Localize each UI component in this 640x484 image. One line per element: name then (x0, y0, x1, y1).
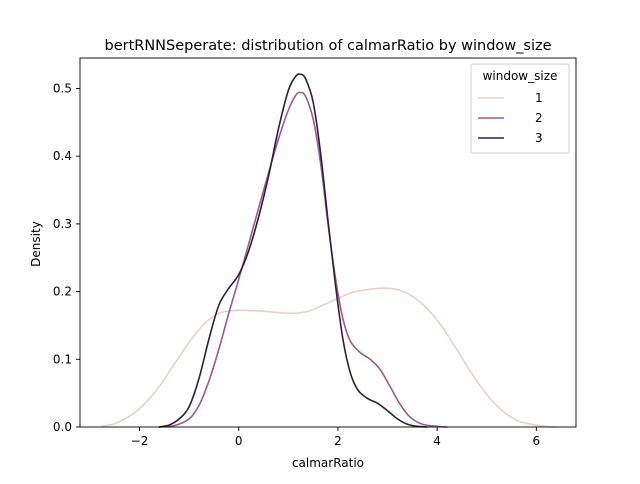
plot-frame (79, 57, 577, 428)
series-layer (101, 73, 557, 428)
ticks-layer: −2 0 2 4 6 0.0 0.1 0.2 0.3 0.4 0.5 (53, 81, 540, 448)
x-tick-label: −2 (131, 434, 149, 448)
legend: window_size 1 2 3 (470, 63, 570, 154)
x-axis-label: calmarRatio (292, 456, 364, 470)
y-axis-label: Density (29, 221, 43, 267)
legend-title: window_size (483, 69, 558, 83)
chart-title: bertRNNSeperate: distribution of calmarR… (104, 38, 551, 54)
legend-label-1: 1 (535, 91, 543, 105)
y-tick-label: 0.5 (53, 81, 72, 95)
legend-label-2: 2 (535, 111, 543, 125)
y-tick-label: 0.3 (53, 217, 72, 231)
legend-box (470, 63, 570, 154)
y-tick-label: 0.4 (53, 149, 72, 163)
density-line-window-1 (101, 287, 557, 428)
x-tick-label: 6 (532, 434, 540, 448)
density-line-window-3 (158, 73, 428, 428)
x-tick-label: 4 (433, 434, 441, 448)
y-tick-label: 0.1 (53, 352, 72, 366)
density-line-window-2 (158, 91, 448, 428)
legend-label-3: 3 (535, 131, 543, 145)
x-tick-label: 0 (235, 434, 243, 448)
x-tick-label: 2 (334, 434, 342, 448)
y-tick-label: 0.0 (53, 420, 72, 434)
y-tick-label: 0.2 (53, 285, 72, 299)
